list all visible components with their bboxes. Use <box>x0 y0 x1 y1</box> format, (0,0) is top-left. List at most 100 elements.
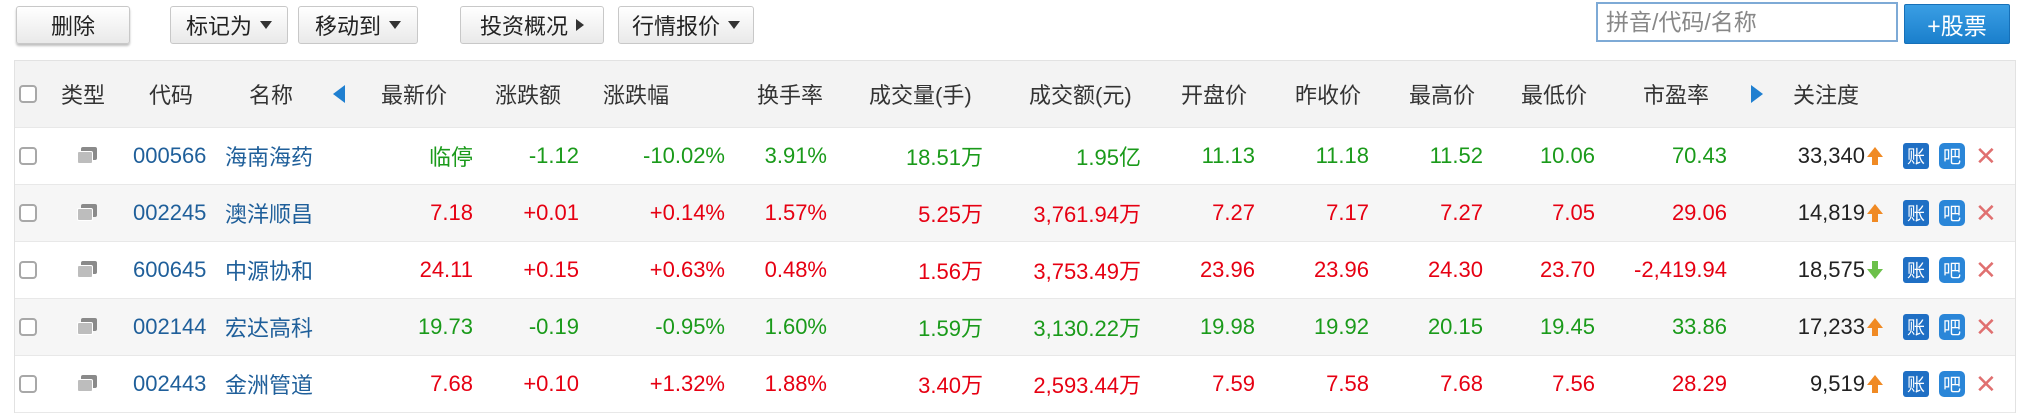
header-pct[interactable]: 涨跌幅 <box>603 83 670 108</box>
cell-turnover: 1.88% <box>764 371 827 396</box>
cell-amount: 2,593.44万 <box>1033 373 1141 398</box>
forum-icon[interactable]: 吧 <box>1939 143 1965 169</box>
select-all-checkbox[interactable] <box>19 85 37 103</box>
cell-prev-close: 23.96 <box>1313 257 1369 282</box>
forum-icon[interactable]: 吧 <box>1939 257 1965 283</box>
header-amount[interactable]: 成交额(元) <box>1029 83 1132 108</box>
row-checkbox[interactable] <box>19 318 37 336</box>
toolbar: 删除 标记为 移动到 投资概况 行情报价 +股票 <box>0 0 2028 56</box>
cell-price: 19.73 <box>417 314 473 339</box>
stock-name[interactable]: 宏达高科 <box>225 316 314 341</box>
remove-icon[interactable]: ✕ <box>1975 198 1997 228</box>
cell-change: -0.19 <box>528 314 579 339</box>
stock-name[interactable]: 金洲管道 <box>225 373 314 398</box>
account-icon[interactable]: 账 <box>1903 371 1929 397</box>
header-price[interactable]: 最新价 <box>381 83 448 108</box>
header-volume[interactable]: 成交量(手) <box>869 83 972 108</box>
cell-open: 7.27 <box>1212 200 1255 225</box>
stock-type-icon <box>77 375 99 393</box>
cell-high: 20.15 <box>1427 314 1483 339</box>
stock-name[interactable]: 中源协和 <box>225 259 314 284</box>
cell-change: +0.15 <box>523 257 579 282</box>
forum-icon[interactable]: 吧 <box>1939 200 1965 226</box>
header-name[interactable]: 名称 <box>249 83 294 108</box>
account-icon[interactable]: 账 <box>1903 143 1929 169</box>
cell-pe: 28.29 <box>1671 371 1727 396</box>
table-row[interactable]: 002245 澳洋顺昌 7.18 +0.01 +0.14% 1.57% 5.25万 3,761… <box>15 185 2015 242</box>
header-prev-close[interactable]: 昨收价 <box>1295 83 1362 108</box>
cell-prev-close: 19.92 <box>1313 314 1369 339</box>
stock-code[interactable]: 002144 <box>133 314 207 339</box>
cell-volume: 1.59万 <box>918 316 983 341</box>
stock-code[interactable]: 002245 <box>133 200 207 225</box>
stock-name[interactable]: 海南海药 <box>225 145 314 170</box>
stock-name[interactable]: 澳洋顺昌 <box>225 202 314 227</box>
cell-prev-close: 7.58 <box>1326 371 1369 396</box>
row-checkbox[interactable] <box>19 204 37 222</box>
cell-pct: -10.02% <box>643 143 725 168</box>
header-attention[interactable]: 关注度 <box>1793 83 1860 108</box>
delete-button[interactable]: 删除 <box>16 6 130 44</box>
cell-low: 10.06 <box>1539 143 1595 168</box>
cell-amount: 3,761.94万 <box>1033 202 1141 227</box>
cell-low: 7.56 <box>1552 371 1595 396</box>
market-quote-dropdown[interactable]: 行情报价 <box>618 6 754 44</box>
table-row[interactable]: 600645 中源协和 24.11 +0.15 +0.63% 0.48% 1.56万 3,75… <box>15 242 2015 299</box>
stock-search-input[interactable] <box>1596 2 1898 42</box>
remove-icon[interactable]: ✕ <box>1975 312 1997 342</box>
caret-right-icon <box>576 19 584 31</box>
account-icon[interactable]: 账 <box>1903 200 1929 226</box>
cell-pe: 70.43 <box>1671 143 1727 168</box>
watchlist-table: 类型 代码 名称 最新价 涨跌额 涨跌幅 换手率 成交量(手) 成交额(元) 开… <box>14 60 2016 413</box>
attention-up-arrow-icon <box>1867 375 1883 393</box>
account-icon[interactable]: 账 <box>1903 314 1929 340</box>
header-pe[interactable]: 市盈率 <box>1643 83 1710 108</box>
remove-icon[interactable]: ✕ <box>1975 141 1997 171</box>
cell-pct: +0.14% <box>649 200 725 225</box>
header-open[interactable]: 开盘价 <box>1181 83 1248 108</box>
stock-type-icon <box>77 261 99 279</box>
forum-icon[interactable]: 吧 <box>1939 371 1965 397</box>
table-row[interactable]: 002443 金洲管道 7.68 +0.10 +1.32% 1.88% 3.40万 2,593… <box>15 356 2015 413</box>
mark-as-dropdown[interactable]: 标记为 <box>170 6 288 44</box>
cell-pe: 33.86 <box>1671 314 1727 339</box>
stock-code[interactable]: 000566 <box>133 143 207 168</box>
row-checkbox[interactable] <box>19 375 37 393</box>
cell-turnover: 1.57% <box>764 200 827 225</box>
row-checkbox[interactable] <box>19 147 37 165</box>
cell-volume: 5.25万 <box>918 202 983 227</box>
add-stock-button[interactable]: +股票 <box>1904 4 2010 44</box>
cell-pct: +0.63% <box>649 257 725 282</box>
cell-low: 23.70 <box>1539 257 1595 282</box>
attention-down-arrow-icon <box>1867 261 1883 279</box>
attention-up-arrow-icon <box>1867 318 1883 336</box>
move-to-dropdown[interactable]: 移动到 <box>298 6 418 44</box>
forum-icon[interactable]: 吧 <box>1939 314 1965 340</box>
header-high[interactable]: 最高价 <box>1409 83 1476 108</box>
stock-code[interactable]: 600645 <box>133 257 207 282</box>
stock-type-icon <box>77 204 99 222</box>
attention-count: 9,519 <box>1809 371 1865 396</box>
account-icon[interactable]: 账 <box>1903 257 1929 283</box>
cell-prev-close: 11.18 <box>1315 143 1369 168</box>
cell-change: -1.12 <box>528 143 579 168</box>
cell-turnover: 3.91% <box>764 143 827 168</box>
remove-icon[interactable]: ✕ <box>1975 255 1997 285</box>
header-code[interactable]: 代码 <box>149 83 194 108</box>
stock-code[interactable]: 002443 <box>133 371 207 396</box>
cell-change: +0.01 <box>523 200 579 225</box>
table-row[interactable]: 000566 海南海药 临停 -1.12 -10.02% 3.91% 18.51万 1.95亿… <box>15 128 2015 185</box>
attention-count: 33,340 <box>1797 143 1865 168</box>
scroll-right-arrow-icon[interactable] <box>1751 85 1763 103</box>
cell-open: 23.96 <box>1199 257 1255 282</box>
scroll-left-arrow-icon[interactable] <box>333 85 345 103</box>
attention-up-arrow-icon <box>1867 204 1883 222</box>
row-checkbox[interactable] <box>19 261 37 279</box>
cell-amount: 1.95亿 <box>1076 145 1141 170</box>
header-low[interactable]: 最低价 <box>1521 83 1588 108</box>
table-row[interactable]: 002144 宏达高科 19.73 -0.19 -0.95% 1.60% 1.59万 3,13… <box>15 299 2015 356</box>
header-turnover[interactable]: 换手率 <box>757 83 824 108</box>
remove-icon[interactable]: ✕ <box>1975 369 1997 399</box>
investment-overview-button[interactable]: 投资概况 <box>460 6 604 44</box>
header-change[interactable]: 涨跌额 <box>495 83 562 108</box>
